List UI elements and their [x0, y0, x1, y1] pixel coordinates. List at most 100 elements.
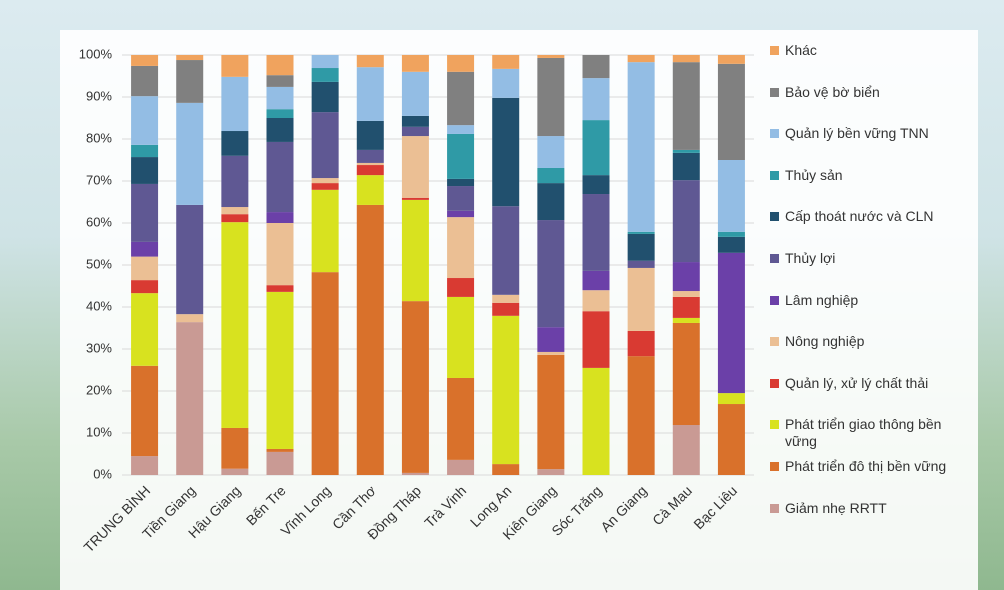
bar-segment — [311, 189, 339, 273]
bar-segment — [672, 180, 700, 263]
bar-segment — [356, 162, 384, 166]
legend-label: Thủy lợi — [785, 250, 836, 266]
bar-segment — [131, 293, 159, 366]
y-tick-label: 70% — [86, 172, 112, 187]
bar-segment — [311, 68, 339, 82]
bar-segment — [356, 55, 384, 68]
bar-segment — [131, 280, 159, 294]
bar-segment — [672, 149, 700, 153]
y-tick-label: 80% — [86, 130, 112, 145]
bar-segment — [266, 55, 294, 76]
bar-segment — [266, 141, 294, 213]
bar-segment — [447, 55, 475, 72]
bar-segment — [221, 222, 249, 428]
y-tick-label: 40% — [86, 298, 112, 313]
bar-segment — [537, 469, 565, 475]
bar-segment — [401, 136, 429, 198]
y-tick-label: 60% — [86, 214, 112, 229]
bar-segment — [221, 207, 249, 215]
bar-segment — [131, 365, 159, 457]
legend-entry: Phát triển đô thị bền vững — [770, 458, 946, 475]
bar-segment — [221, 76, 249, 132]
bar-segment — [176, 55, 204, 61]
bar-segment — [717, 55, 745, 64]
legend-label: Quản lý bền vững TNN — [785, 125, 929, 142]
bar-segment — [131, 96, 159, 145]
legend-entry: Giảm nhẹ RRTT — [770, 500, 887, 517]
bar-segment — [447, 125, 475, 134]
y-tick-label: 0% — [93, 466, 112, 481]
bar-segment — [131, 55, 159, 66]
bar-segment — [266, 223, 294, 286]
bar-segment — [627, 330, 655, 357]
bar-segment — [401, 55, 429, 72]
bar-segment — [627, 260, 655, 268]
bar-segment — [717, 63, 745, 160]
bar-segment — [717, 404, 745, 475]
bar-segment — [447, 296, 475, 378]
bar-segment — [401, 71, 429, 116]
legend-label: Thủy sản — [785, 166, 843, 183]
bar-segment — [311, 55, 339, 69]
bar-segment — [356, 67, 384, 121]
x-tick-label: Cà Mau — [649, 482, 695, 528]
bar-segment — [537, 220, 565, 328]
legend-swatch — [770, 87, 779, 97]
legend-label: Phát triển đô thị bền vững — [785, 458, 947, 474]
bar-segment — [131, 456, 159, 475]
bar-segment — [221, 131, 249, 156]
legend-entry: Nông nghiệp — [770, 333, 864, 350]
bar-segment — [131, 241, 159, 257]
bar-segment — [266, 451, 294, 475]
bar-segment — [492, 302, 520, 316]
bar-segment — [311, 183, 339, 190]
x-tick-label: An Giang — [597, 482, 650, 535]
bar-segment — [627, 55, 655, 63]
bar-segment — [221, 427, 249, 469]
legend-entry: Thủy sản — [770, 167, 843, 184]
bar-segment — [582, 367, 610, 475]
legend-label: Lâm nghiệp — [785, 291, 859, 308]
bar-segment — [176, 102, 204, 205]
bar-segment — [582, 78, 610, 121]
legend-entry: Khác — [770, 42, 817, 59]
bar-segment — [492, 97, 520, 207]
bar-segment — [537, 327, 565, 352]
bar-segment — [582, 194, 610, 271]
bar-segment — [537, 167, 565, 184]
bar-segment — [221, 155, 249, 208]
legend-entry: Phát triển giao thông bền vững — [770, 416, 970, 450]
bar-segment — [582, 270, 610, 291]
bar-segment — [401, 301, 429, 473]
y-tick-label: 100% — [79, 46, 113, 61]
legend-label: Phát triển giao thông bền vững — [785, 416, 942, 450]
bar-segment — [266, 291, 294, 449]
bar-segment — [492, 315, 520, 465]
bar-segment — [717, 393, 745, 405]
bar-segment — [311, 272, 339, 475]
legend-swatch — [770, 129, 779, 139]
bar-segment — [176, 322, 204, 475]
bar-segment — [537, 57, 565, 137]
bar-segment — [266, 285, 294, 292]
bar-segment — [401, 115, 429, 127]
bar-segment — [447, 133, 475, 179]
bar-segment — [672, 317, 700, 323]
bar-segment — [447, 178, 475, 187]
legend-swatch — [770, 503, 779, 513]
bar-segment — [447, 71, 475, 126]
legend-swatch — [770, 337, 779, 347]
y-tick-label: 90% — [86, 88, 112, 103]
bar-segment — [717, 231, 745, 237]
legend-label: Cấp thoát nước và CLN — [785, 208, 934, 225]
bar-segment — [266, 86, 294, 110]
bar-segment — [492, 68, 520, 98]
bar-segment — [266, 212, 294, 223]
legend-swatch — [770, 462, 779, 471]
bar-segment — [582, 120, 610, 176]
bar-segment — [672, 62, 700, 150]
bar-segment — [672, 152, 700, 181]
bar-segment — [266, 448, 294, 452]
bar-segment — [627, 231, 655, 234]
